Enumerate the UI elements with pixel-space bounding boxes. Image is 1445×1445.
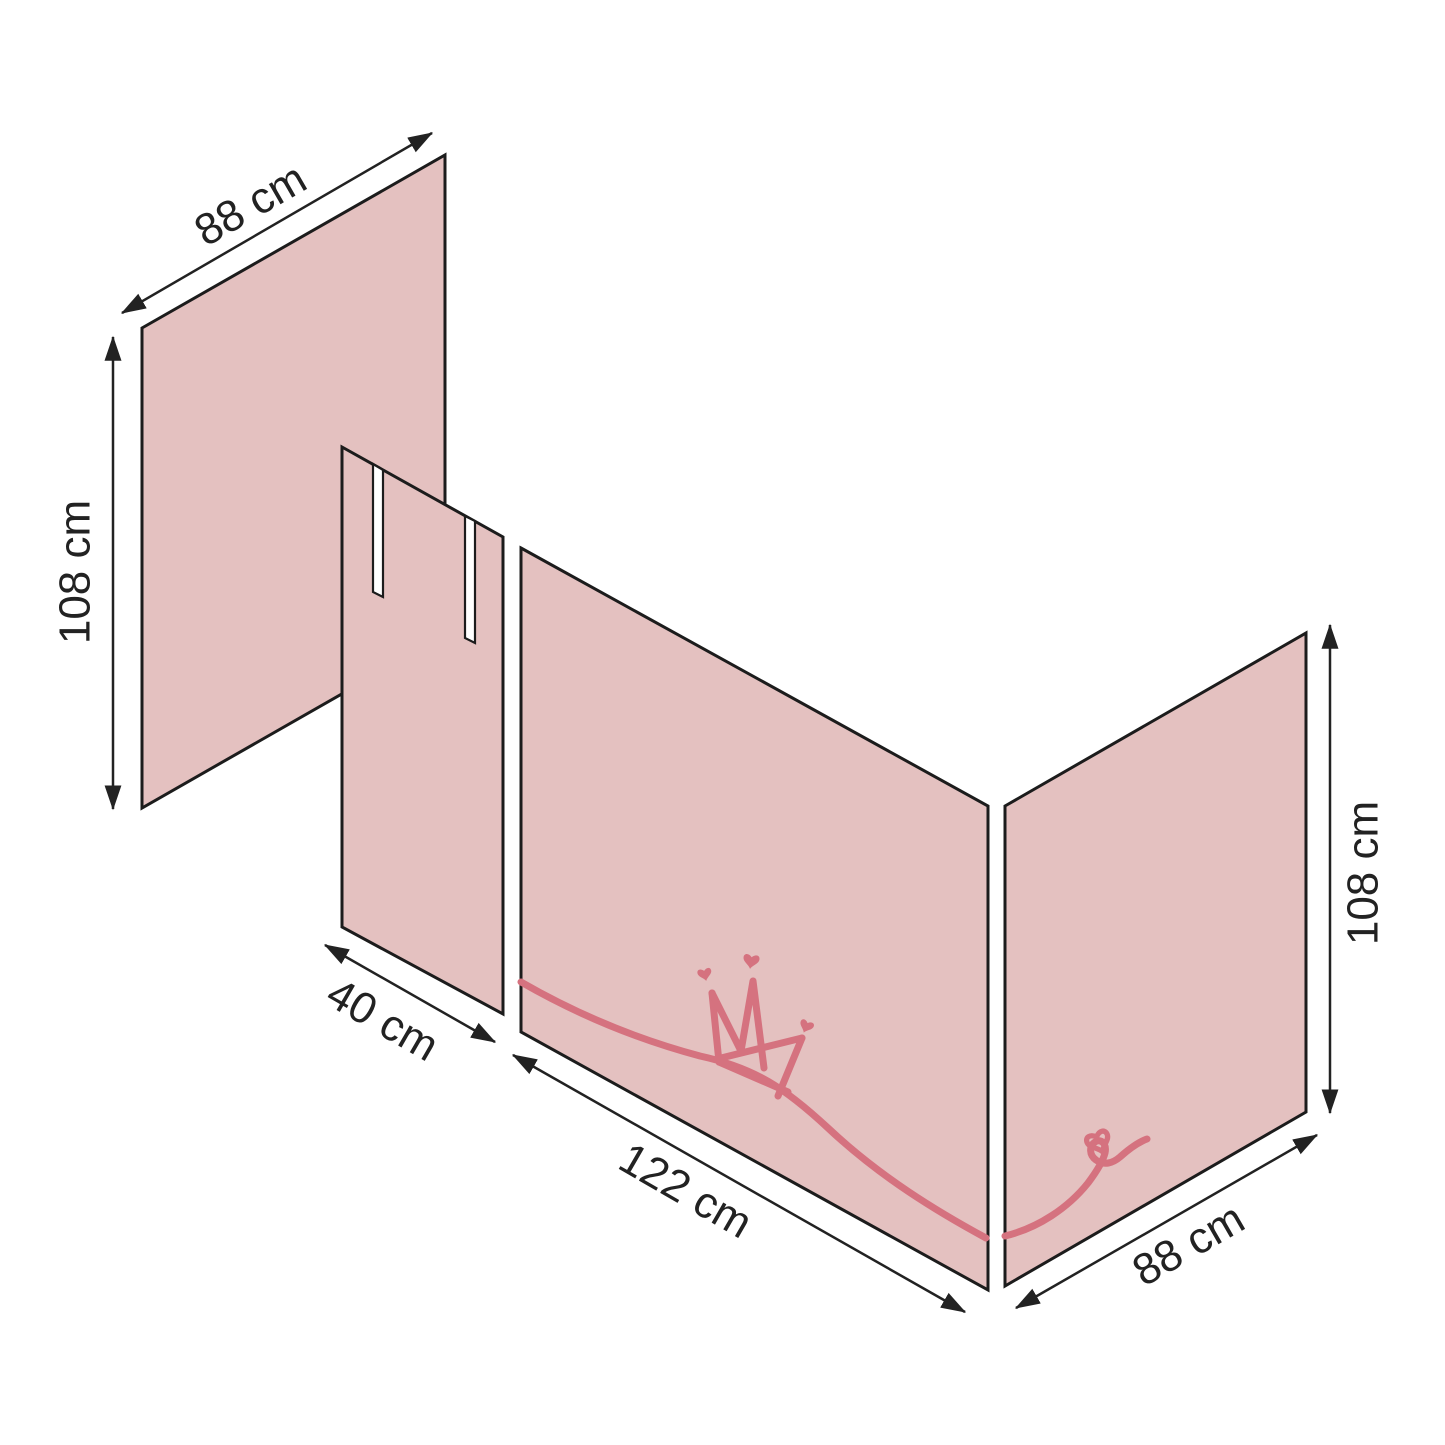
dim-label-left-height: 108 cm: [50, 500, 99, 644]
panel-right-shape: [1003, 630, 1308, 1289]
crown-stroke-zigzag: [708, 977, 768, 1072]
slit-left: [371, 462, 385, 599]
dim-arrow-right-width: [1014, 1133, 1319, 1310]
panel-small-shape: [340, 444, 505, 1017]
crown-stroke-left: [708, 989, 723, 1066]
dim-label-right-height: 108 cm: [1338, 801, 1387, 945]
panel-right-side: [1001, 630, 1308, 1289]
dim-arrow-front-width: [511, 1053, 967, 1314]
slit-right: [463, 514, 477, 645]
panel-front-large: [517, 545, 990, 1293]
panel-front-shape: [519, 545, 990, 1293]
dim-label-small-width: 40 cm: [318, 969, 446, 1071]
dim-arrow-small-width: [323, 943, 497, 1044]
dim-arrow-left-width: [120, 131, 434, 315]
panel-small-with-slits: [340, 444, 505, 1017]
